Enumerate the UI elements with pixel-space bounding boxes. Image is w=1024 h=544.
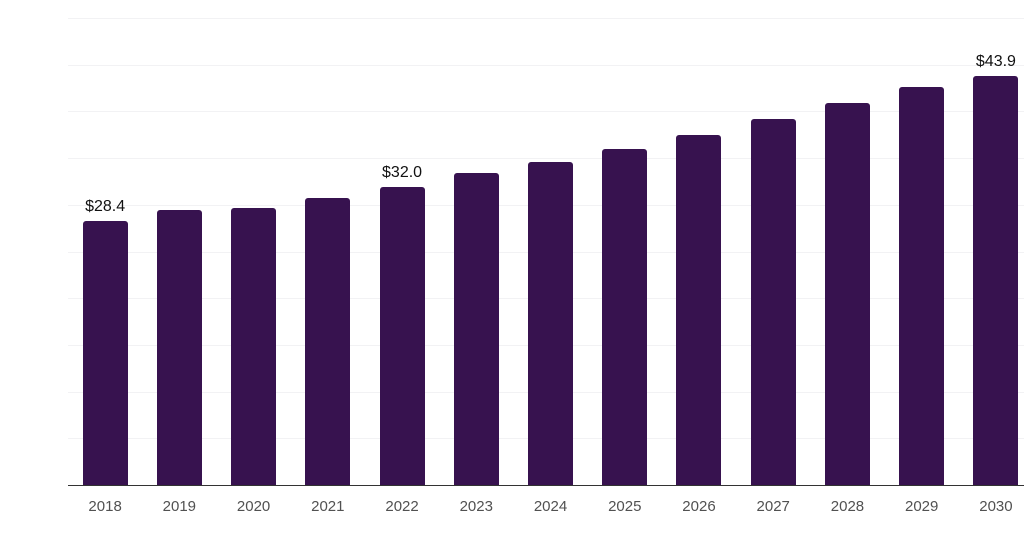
- x-tick-label-2019: 2019: [162, 498, 197, 515]
- bar-band: [588, 19, 662, 486]
- bar-2023: [453, 173, 499, 486]
- bar-2018: [82, 220, 128, 486]
- bar-band: [216, 19, 290, 486]
- x-tick-label-2020: 2020: [236, 498, 271, 515]
- x-tick-label-2021: 2021: [311, 498, 345, 515]
- bar-2029: [899, 87, 945, 486]
- bar-2020: [231, 207, 277, 486]
- bar-band: $43.9: [959, 19, 1024, 486]
- x-tick-label-2018: 2018: [88, 498, 122, 515]
- bar-band: [810, 19, 884, 486]
- value-label-2018: $28.4: [85, 197, 126, 215]
- bar-2028: [824, 103, 870, 486]
- x-tick-label-2025: 2025: [608, 498, 642, 515]
- bar-band: [142, 19, 216, 486]
- bar-2025: [602, 148, 648, 486]
- bar-2021: [305, 198, 351, 486]
- bar-band: [662, 19, 736, 486]
- value-label-2030: $43.9: [975, 52, 1016, 70]
- gridline: [68, 18, 1024, 19]
- bar-2027: [750, 118, 796, 486]
- bar-band: [513, 19, 587, 486]
- gridline: [68, 158, 1024, 160]
- bar-chart: $28.4 $32.0 $43.9 2018 2019 2020 2021 2022 2023…: [40, 16, 1024, 528]
- bar-2022: [379, 187, 425, 486]
- bar-2024: [528, 161, 574, 486]
- x-tick-label-2024: 2024: [533, 498, 568, 515]
- bar-band: [885, 19, 959, 486]
- x-tick-label-2027: 2027: [756, 498, 790, 515]
- bar-band: $32.0: [365, 19, 439, 486]
- x-axis-tick-labels: 2018 2019 2020 2021 2022 2023 2024 2025 2026 2027…: [68, 496, 1024, 517]
- gridline: [68, 111, 1024, 113]
- gridline: [68, 64, 1024, 66]
- plot-area: $28.4 $32.0 $43.9: [68, 18, 1024, 486]
- x-tick-label-2023: 2023: [459, 498, 493, 515]
- bar-band: [736, 19, 810, 486]
- bar-2019: [156, 209, 202, 486]
- x-axis-line: [68, 484, 1024, 486]
- bar-band: [439, 19, 513, 486]
- bar-band: [291, 19, 365, 486]
- x-tick-label-2022: 2022: [385, 498, 419, 515]
- bar-2030: [973, 75, 1019, 486]
- x-tick-label-2026: 2026: [682, 498, 716, 515]
- bar-group: $28.4 $32.0 $43.9: [68, 19, 1024, 486]
- bar-band: $28.4: [68, 19, 142, 486]
- value-label-2022: $32.0: [382, 164, 423, 182]
- x-tick-label-2030: 2030: [979, 498, 1013, 515]
- x-tick-label-2029: 2029: [905, 498, 939, 515]
- x-tick-label-2028: 2028: [830, 498, 865, 515]
- bar-2026: [676, 134, 722, 486]
